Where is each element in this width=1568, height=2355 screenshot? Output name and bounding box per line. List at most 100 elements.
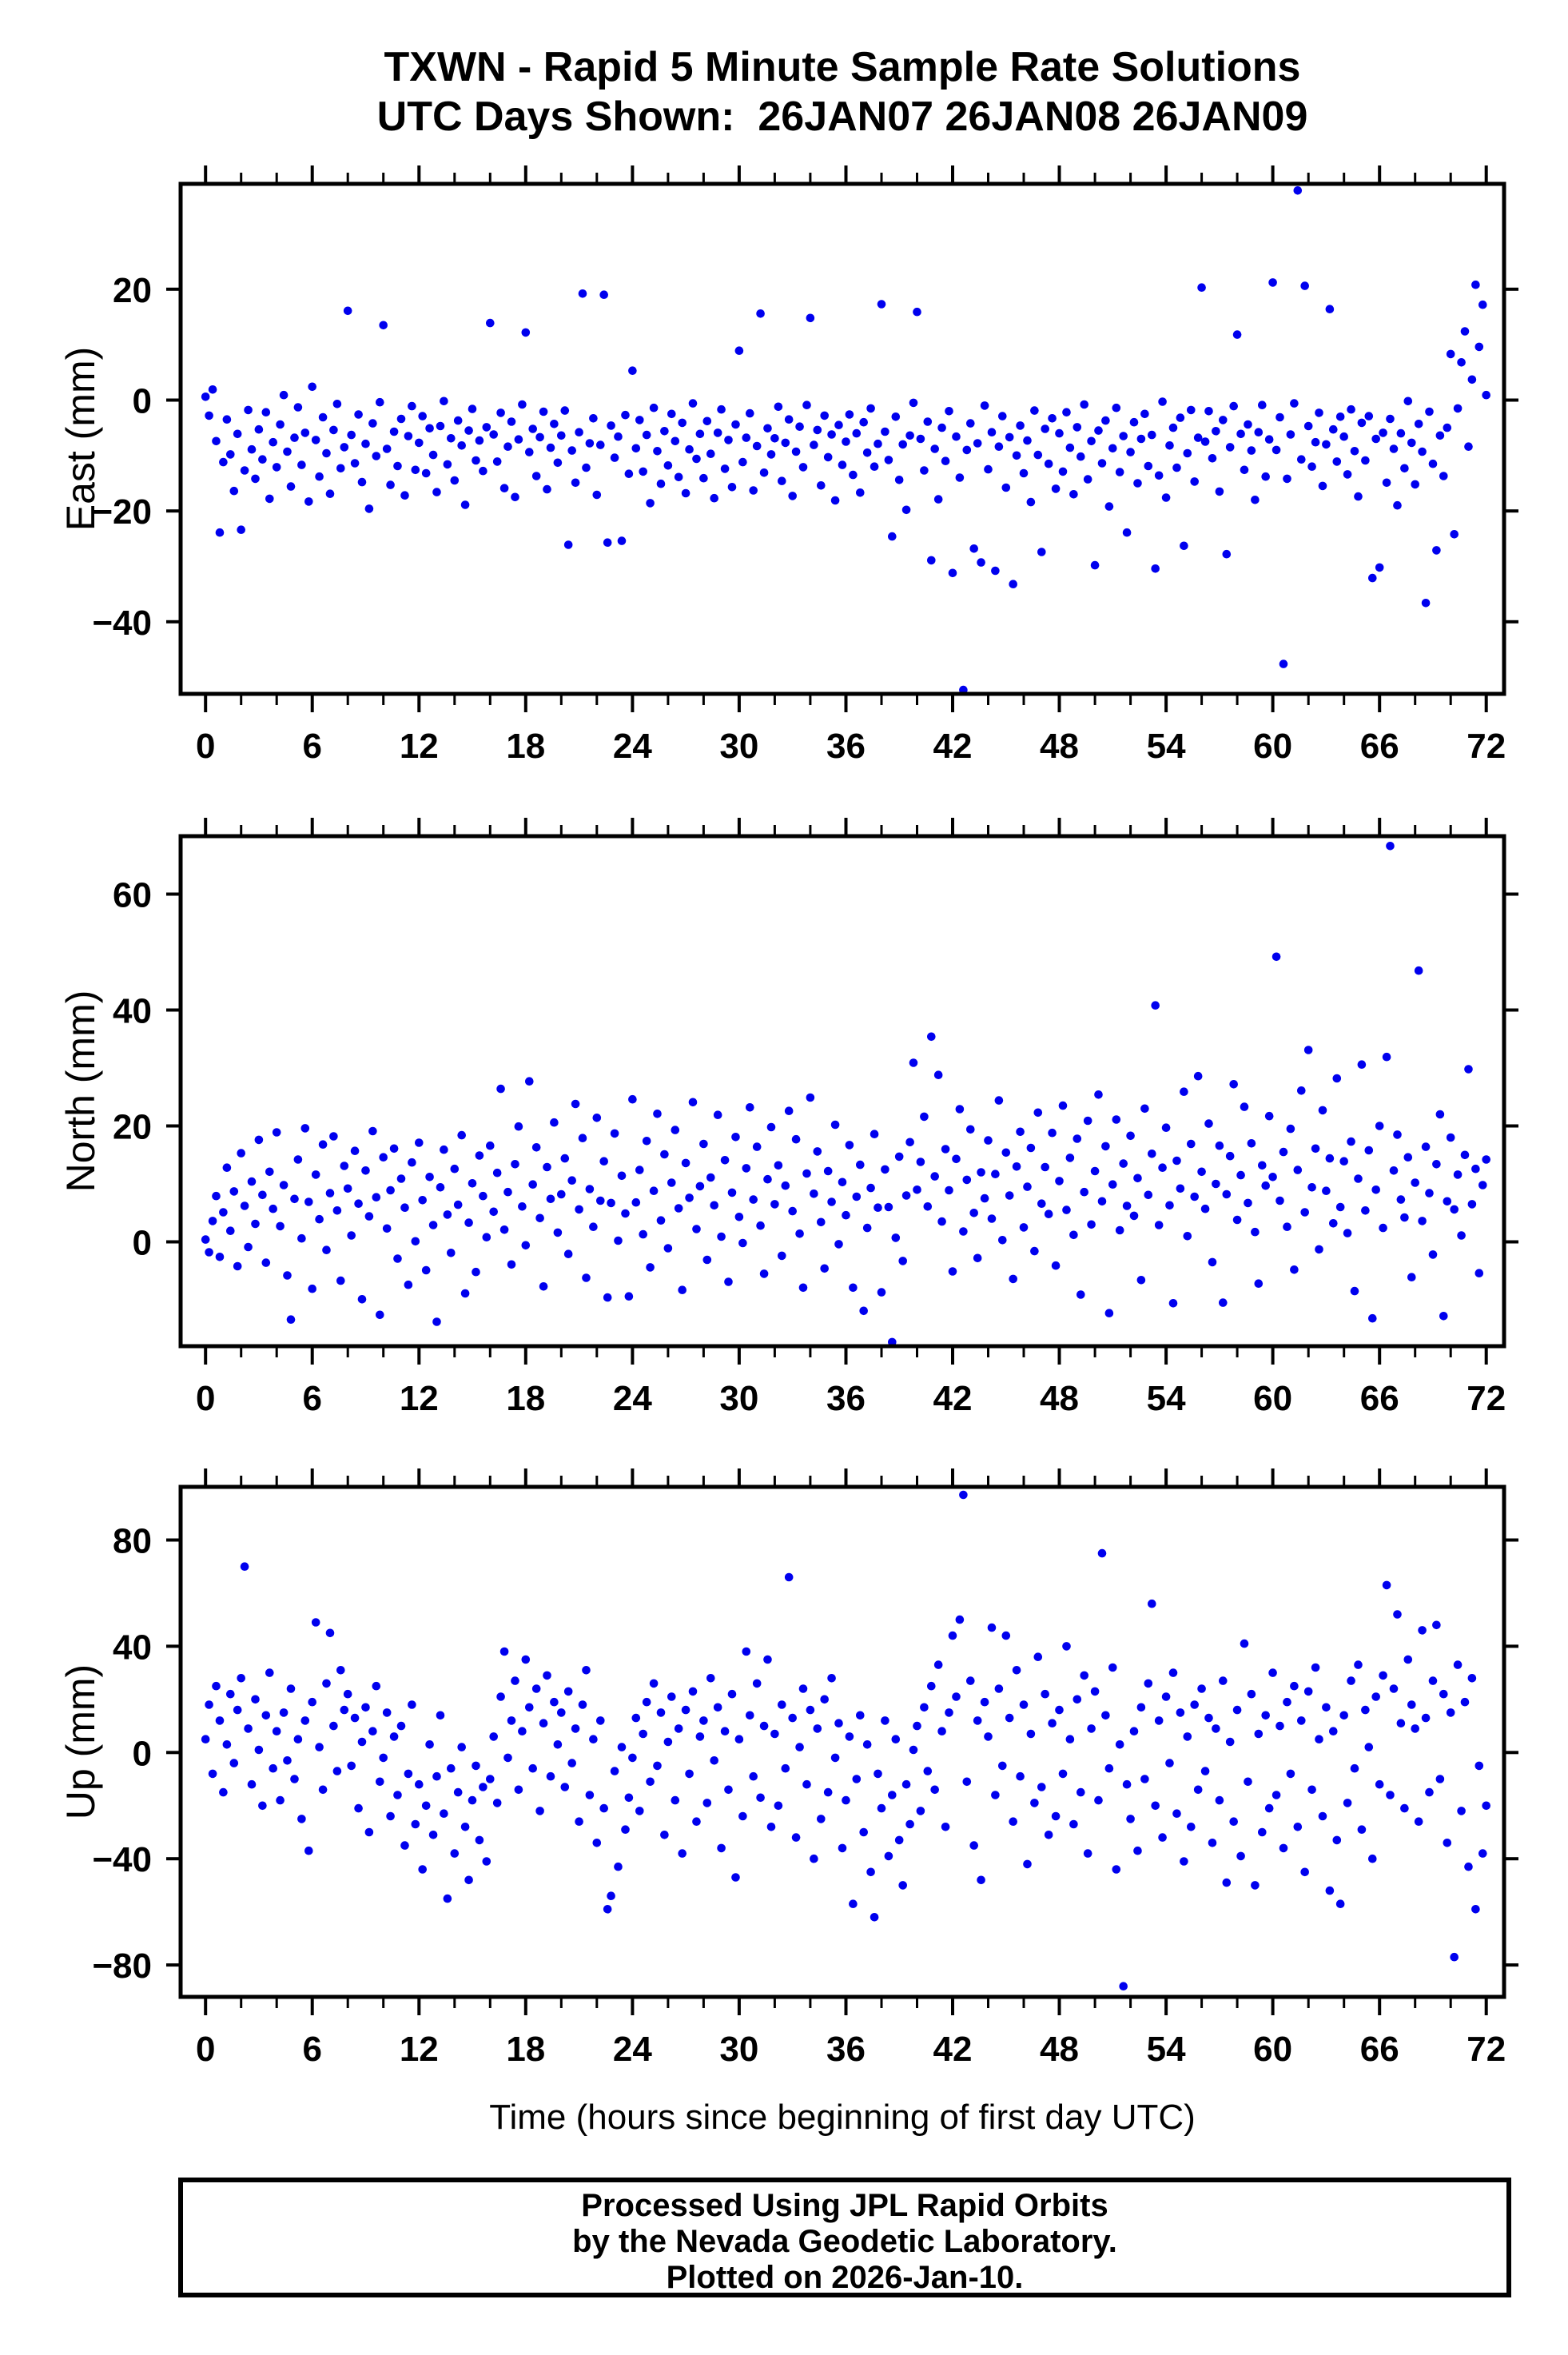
data-point — [845, 410, 854, 419]
data-point — [507, 1716, 516, 1725]
data-point — [766, 450, 776, 459]
data-point — [215, 528, 225, 537]
data-point — [1254, 1279, 1264, 1288]
data-point — [1428, 459, 1438, 468]
data-point — [1386, 842, 1395, 851]
y-tick-label: 0 — [133, 382, 152, 421]
y-tick-label: 60 — [113, 876, 152, 915]
data-point — [329, 1132, 338, 1141]
data-point — [738, 457, 747, 467]
data-point — [1200, 1767, 1210, 1775]
data-point — [286, 1315, 296, 1324]
data-point — [973, 1716, 982, 1725]
data-point — [372, 1681, 381, 1691]
data-point — [585, 1185, 595, 1193]
data-point — [425, 1740, 434, 1749]
data-point — [913, 307, 921, 317]
data-point — [959, 1227, 968, 1236]
data-point — [596, 1716, 605, 1725]
data-point — [1168, 1299, 1178, 1308]
data-point — [656, 1216, 666, 1225]
data-point — [290, 1775, 299, 1783]
x-tick-label: 6 — [302, 1379, 321, 1418]
data-point — [624, 469, 634, 478]
data-point — [614, 432, 623, 441]
data-point — [702, 1799, 712, 1807]
data-point — [1354, 1660, 1363, 1669]
data-point — [575, 1205, 583, 1214]
data-point — [578, 1700, 587, 1709]
data-point — [468, 404, 477, 413]
data-point — [368, 1126, 377, 1136]
data-point — [1048, 414, 1057, 423]
data-point — [582, 1666, 591, 1675]
data-point — [977, 1168, 985, 1177]
data-point — [525, 448, 534, 456]
data-point — [649, 403, 659, 412]
x-tick-label: 12 — [400, 727, 439, 766]
data-point — [226, 1226, 235, 1235]
data-point — [507, 417, 516, 426]
data-point — [1077, 1787, 1085, 1797]
data-point — [415, 438, 424, 448]
data-point — [389, 427, 399, 436]
data-point — [1357, 1060, 1367, 1069]
data-point — [1193, 433, 1203, 442]
data-point — [874, 1203, 882, 1212]
data-point — [315, 1214, 324, 1224]
data-point — [1108, 1180, 1117, 1189]
data-point — [1368, 1313, 1377, 1323]
data-point — [1069, 1230, 1078, 1240]
data-point — [525, 1077, 534, 1086]
data-point — [322, 448, 331, 458]
data-point — [418, 1196, 427, 1205]
data-point — [240, 1562, 249, 1571]
data-point — [891, 412, 901, 421]
x-tick-label: 12 — [400, 2030, 439, 2069]
data-point — [980, 401, 989, 410]
data-point — [518, 1202, 527, 1211]
data-point — [258, 455, 267, 464]
data-point — [817, 1217, 826, 1227]
data-point — [492, 1168, 502, 1178]
data-point — [400, 1203, 409, 1212]
data-point — [1129, 417, 1139, 427]
data-point — [293, 1735, 303, 1743]
data-point — [432, 488, 441, 496]
data-point — [518, 400, 527, 409]
data-point — [827, 1197, 836, 1206]
data-point — [1478, 1849, 1487, 1858]
data-point — [1140, 409, 1149, 419]
data-point — [361, 439, 370, 448]
data-point — [1009, 1817, 1017, 1826]
data-point — [332, 1206, 342, 1215]
data-point — [563, 540, 573, 549]
data-point — [447, 1763, 456, 1773]
data-point — [212, 436, 221, 446]
data-point — [859, 1306, 868, 1316]
data-point — [1019, 468, 1029, 478]
data-point — [357, 1737, 367, 1747]
data-point — [1080, 400, 1088, 409]
data-point — [1443, 1197, 1452, 1206]
data-point — [888, 532, 897, 541]
data-point — [788, 1206, 797, 1216]
data-point — [966, 1676, 975, 1685]
data-point — [1290, 1681, 1299, 1691]
data-point — [710, 493, 718, 503]
data-point — [1411, 1724, 1419, 1733]
data-point — [1030, 406, 1039, 415]
data-point — [1272, 952, 1281, 962]
data-point — [592, 1839, 602, 1847]
data-point — [987, 1623, 997, 1632]
data-point — [667, 409, 676, 419]
data-point — [1112, 403, 1121, 412]
data-point — [1140, 1775, 1149, 1783]
data-point — [1354, 1174, 1363, 1183]
data-point — [888, 1791, 897, 1799]
data-point — [756, 1221, 765, 1230]
data-point — [1133, 1174, 1142, 1183]
data-point — [1115, 1225, 1124, 1235]
data-point — [1450, 1205, 1459, 1214]
